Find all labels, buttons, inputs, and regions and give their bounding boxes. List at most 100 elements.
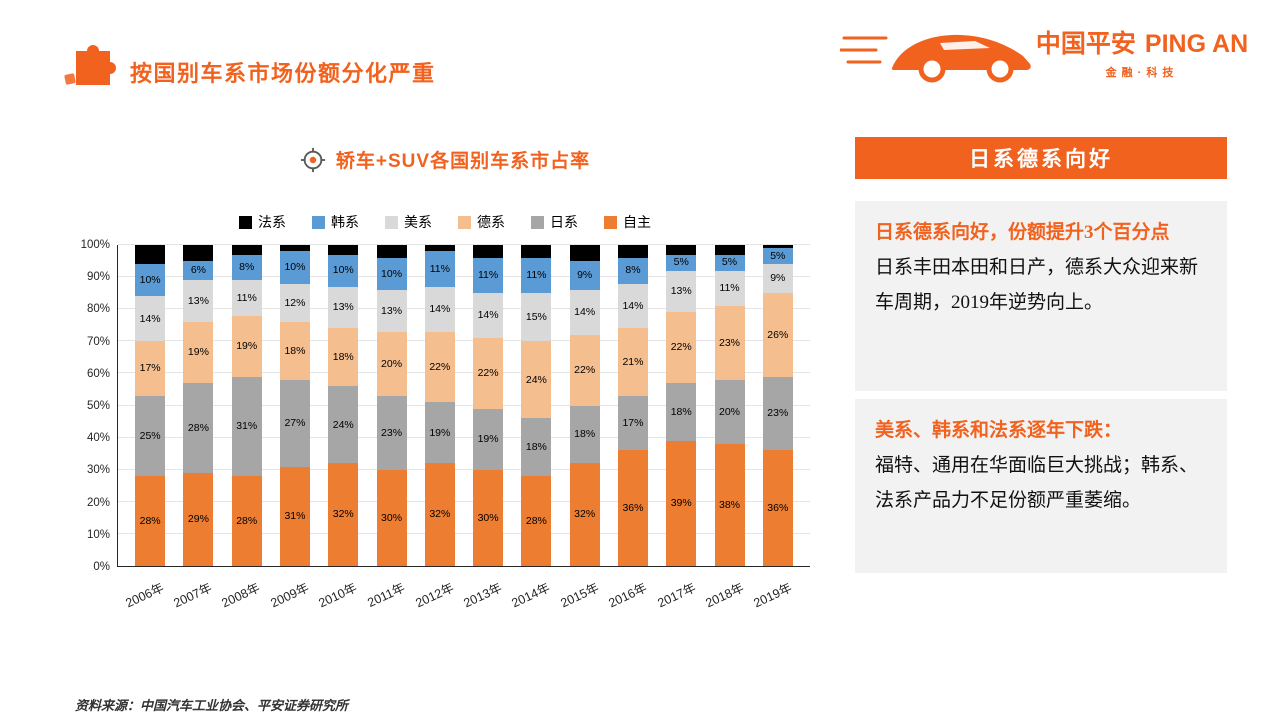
gridline (118, 276, 810, 278)
bar-segment-法系 (328, 245, 359, 255)
x-tick-label: 2019年 (751, 580, 795, 611)
bar-stack: 30% 23% 20% 13% 10% (376, 245, 407, 566)
bar-segment-法系 (135, 245, 166, 265)
bar-segment-自主: 38% (714, 444, 745, 566)
bar-column: 28% 18% 24% 15% 11% (512, 245, 560, 566)
legend-label: 自主 (623, 214, 651, 230)
bar-segment-法系 (473, 245, 504, 258)
bar-segment-法系 (424, 245, 455, 252)
legend-label: 德系 (477, 214, 505, 230)
legend-label: 韩系 (331, 214, 359, 230)
bar-segment-自主: 36% (762, 450, 793, 566)
bar-segment-美系: 13% (666, 270, 697, 313)
x-tick-label: 2018年 (703, 580, 746, 611)
bar-segment-韩系: 5% (666, 254, 697, 271)
bar-segment-韩系: 8% (617, 257, 648, 284)
bar-segment-美系: 11% (714, 270, 745, 307)
bar-segment-韩系: 11% (424, 251, 455, 287)
bar-segment-德系: 18% (279, 322, 310, 380)
bar-segment-日系: 24% (328, 386, 359, 464)
sidebar-header: 日系德系向好 (855, 137, 1227, 179)
bar-segment-德系: 19% (231, 315, 262, 377)
bar-segment-自主: 28% (521, 476, 552, 566)
bar-stack: 32% 24% 18% 13% 10% (328, 245, 359, 566)
bar-stack: 32% 19% 22% 14% 11% (424, 245, 455, 566)
gridline (118, 468, 810, 470)
bar-stack: 28% 18% 24% 15% 11% (521, 245, 552, 566)
bar-segment-法系 (183, 245, 214, 262)
block-heading: 美系、韩系和法系逐年下跌： (875, 420, 1123, 441)
legend-swatch (458, 215, 471, 229)
y-tick-label: 60% (86, 367, 110, 380)
bar-segment-法系 (279, 245, 310, 252)
bar-segment-德系: 26% (762, 293, 793, 377)
bar-segment-美系: 9% (762, 264, 793, 294)
bar-segment-德系: 22% (666, 312, 697, 384)
bar-segment-美系: 11% (231, 280, 262, 316)
bar-column: 28% 31% 19% 11% 8% (223, 245, 271, 566)
bar-segment-日系: 23% (762, 376, 793, 451)
bar-column: 36% 17% 21% 14% 8% (609, 245, 657, 566)
y-tick-label: 40% (86, 432, 110, 445)
sidebar-block-japanese-german: 日系德系向好，份额提升3个百分点 日系丰田本田和日产，德系大众迎来新车周期，20… (855, 201, 1227, 391)
bar-segment-德系: 19% (183, 322, 214, 384)
bar-segment-法系 (714, 245, 745, 255)
legend-item-德系: 德系 (458, 212, 505, 232)
bar-stack: 32% 18% 22% 14% 9% (569, 245, 600, 566)
x-tick-label: 2013年 (461, 580, 505, 611)
y-tick-label: 0% (93, 561, 110, 573)
bar-segment-法系 (666, 245, 697, 255)
bar-segment-美系: 14% (617, 283, 648, 329)
bar-segment-法系 (376, 245, 407, 258)
legend-label: 法系 (258, 214, 286, 230)
bar-segment-韩系: 8% (231, 254, 262, 281)
gridline (118, 532, 810, 534)
source-note: 资料来源：中国汽车工业协会、平安证券研究所 (75, 698, 349, 713)
gridline (118, 244, 810, 245)
bar-segment-韩系: 5% (714, 254, 745, 271)
bar-segment-法系 (762, 245, 793, 249)
bar-segment-德系: 22% (569, 334, 600, 406)
bar-segment-自主: 32% (569, 463, 600, 566)
legend-item-韩系: 韩系 (312, 212, 359, 232)
x-tick-label: 2011年 (365, 580, 408, 610)
x-tick-label: 2015年 (558, 580, 601, 611)
bar-segment-自主: 31% (279, 466, 310, 566)
bar-segment-美系: 14% (569, 289, 600, 335)
gridline (118, 500, 810, 502)
car-illustration (840, 34, 1031, 83)
bar-column: 36% 23% 26% 9% 5% (754, 245, 802, 566)
bar-segment-德系: 22% (424, 331, 455, 403)
logo-en: PING AN (1144, 30, 1249, 58)
x-tick-label: 2014年 (509, 580, 553, 611)
bars: 28% 25% 17% 14% 10% 29% 28% 19% 13% 6% 28% 31% 19% 11… (118, 245, 810, 566)
x-tick-label: 2010年 (316, 580, 359, 611)
logo-text-row: 中国平安 PING AN (1036, 24, 1248, 60)
block-body: 福特、通用在华面临巨大挑战；韩系、法系产品力不足份额严重萎缩。 (875, 455, 1199, 512)
bar-segment-韩系: 5% (762, 248, 793, 265)
gridline (118, 404, 810, 406)
x-tick-label: 2006年 (123, 580, 166, 611)
bar-segment-美系: 14% (135, 296, 166, 342)
sidebar-block-american-korean-french: 美系、韩系和法系逐年下跌： 福特、通用在华面临巨大挑战；韩系、法系产品力不足份额… (855, 399, 1227, 573)
logo-cn: 中国平安 (1035, 30, 1136, 58)
legend-item-法系: 法系 (239, 212, 286, 232)
x-tick-label: 2016年 (606, 580, 650, 611)
pingan-logo: 中国平安 PING AN 金融·科技 (1036, 24, 1248, 80)
bar-segment-德系: 18% (328, 328, 359, 387)
bar-segment-日系: 20% (714, 379, 745, 445)
bar-segment-德系: 21% (617, 328, 648, 396)
bar-segment-美系: 13% (376, 289, 407, 332)
gridline (118, 436, 810, 438)
bar-segment-德系: 24% (521, 341, 552, 419)
bar-segment-日系: 18% (666, 383, 697, 441)
bar-column: 32% 24% 18% 13% 10% (319, 245, 367, 566)
bar-segment-日系: 18% (569, 405, 600, 464)
bar-stack: 38% 20% 23% 11% 5% (714, 245, 745, 566)
bar-segment-美系: 14% (473, 293, 504, 339)
chart-title-row: 轿车+SUV各国别车系市占率 (75, 146, 815, 173)
y-axis-labels: 0% 10% 20% 30% 40% 50% 60% 70% 80% 90% 100% (75, 239, 117, 573)
y-tick-label: 30% (86, 464, 110, 477)
bar-column: 29% 28% 19% 13% 6% (174, 245, 222, 566)
